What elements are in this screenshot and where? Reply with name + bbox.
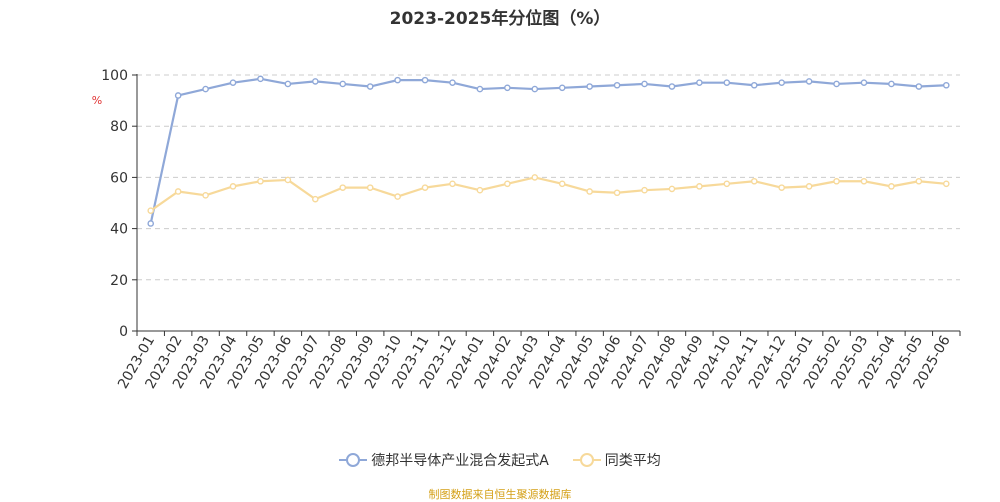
data-point-1: [257, 177, 264, 185]
data-point-0: [805, 78, 813, 85]
data-point-0: [174, 92, 182, 99]
data-point-1: [750, 177, 758, 185]
data-point-1: [696, 183, 703, 190]
data-point-1: [284, 176, 292, 184]
legend-swatch-fund-icon: [339, 453, 368, 467]
data-point-1: [778, 184, 785, 191]
data-point-0: [531, 85, 539, 93]
data-point-0: [339, 80, 347, 88]
data-point-1: [394, 193, 401, 200]
y-tick-label: 60: [110, 170, 128, 186]
legend: 德邦半导体产业混合发起式A 同类平均: [0, 449, 1000, 471]
data-point-0: [147, 220, 155, 227]
data-point-0: [229, 79, 237, 86]
data-point-0: [860, 79, 868, 86]
data-point-0: [915, 83, 923, 90]
data-point-1: [641, 186, 648, 194]
legend-label-fund: 德邦半导体产业混合发起式A: [371, 453, 549, 469]
legend-label-average: 同类平均: [604, 453, 661, 469]
y-tick-label: 0: [119, 324, 128, 340]
data-point-1: [942, 180, 950, 188]
y-axis-label: %: [92, 94, 102, 107]
data-point-1: [723, 180, 731, 188]
data-point-0: [421, 76, 429, 84]
series-line-1: [150, 176, 947, 212]
data-point-0: [504, 84, 511, 92]
grid-lines: [137, 74, 960, 281]
data-point-1: [229, 183, 237, 190]
data-point-0: [449, 79, 456, 86]
y-tick-label: 20: [110, 273, 128, 289]
data-point-1: [586, 188, 593, 195]
data-point-1: [476, 186, 484, 194]
data-point-0: [613, 81, 621, 89]
data-point-1: [613, 189, 621, 197]
data-point-1: [833, 177, 840, 185]
data-point-0: [668, 83, 676, 90]
data-point-1: [558, 180, 566, 188]
data-point-0: [202, 85, 209, 93]
data-point-1: [805, 183, 813, 190]
data-point-0: [284, 80, 292, 88]
data-point-1: [147, 207, 155, 214]
data-source-note: 制图数据来自恒生聚源数据库: [428, 488, 572, 501]
y-tick-label: 80: [110, 119, 128, 135]
data-point-0: [750, 81, 758, 89]
data-point-0: [696, 79, 703, 86]
data-point-0: [833, 80, 840, 88]
data-point-0: [641, 80, 648, 88]
data-point-0: [312, 78, 319, 85]
series-lines: [147, 75, 950, 227]
data-point-0: [723, 79, 731, 86]
data-point-0: [394, 76, 401, 84]
data-point-0: [257, 75, 264, 83]
series-line-0: [149, 77, 947, 224]
data-point-1: [915, 177, 923, 185]
data-point-1: [312, 195, 319, 203]
data-point-0: [778, 79, 785, 86]
data-point-0: [942, 81, 950, 89]
data-point-1: [174, 188, 182, 195]
chart-title: 2023-2025年分位图（%）: [389, 9, 611, 29]
data-point-0: [476, 85, 484, 93]
data-point-1: [202, 192, 209, 199]
legend-item-fund[interactable]: 德邦半导体产业混合发起式A: [339, 450, 549, 470]
data-point-1: [860, 177, 868, 185]
y-tick-label: 100: [101, 68, 128, 84]
data-point-0: [558, 84, 566, 92]
legend-swatch-average-icon: [572, 453, 601, 467]
data-point-0: [586, 83, 593, 90]
data-point-0: [366, 83, 374, 90]
data-point-1: [421, 184, 429, 191]
y-tick-label: 40: [110, 222, 128, 238]
data-point-1: [504, 180, 511, 188]
axes: [132, 74, 961, 336]
data-point-1: [449, 180, 456, 188]
data-point-1: [366, 184, 374, 191]
data-point-1: [668, 185, 676, 193]
tick-labels: 020406080100%2023-012023-022023-032023-0…: [92, 68, 954, 392]
data-point-1: [339, 184, 347, 191]
data-point-1: [531, 174, 539, 181]
data-point-1: [888, 183, 895, 190]
data-point-0: [888, 80, 895, 88]
legend-item-average[interactable]: 同类平均: [572, 450, 661, 470]
